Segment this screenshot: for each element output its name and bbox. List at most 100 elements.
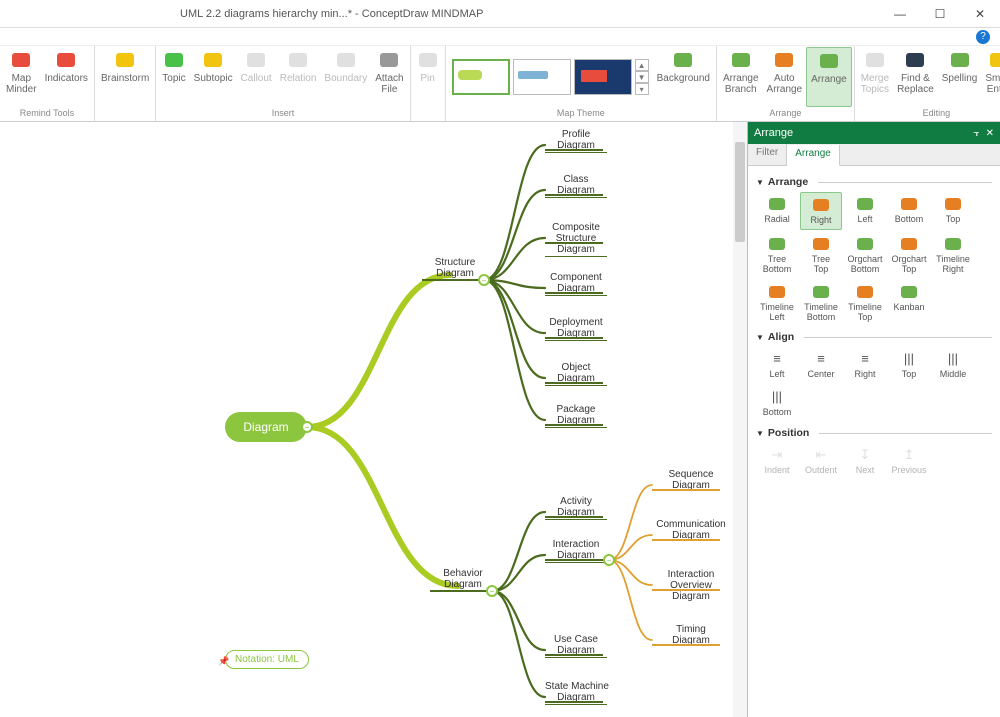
option-timeline-top[interactable]: Timeline Top — [844, 280, 886, 326]
option-orgchart-top[interactable]: Orgchart Top — [888, 232, 930, 278]
indent-icon: ⇥ — [768, 446, 786, 464]
option-tree-bottom[interactable]: Tree Bottom — [756, 232, 798, 278]
auto-arrange-button[interactable]: Auto Arrange — [763, 47, 807, 107]
subtopic-label: Subtopic — [194, 73, 233, 84]
topic-leaf[interactable]: Timing Diagram — [652, 624, 730, 646]
brainstorm-button[interactable]: Brainstorm — [97, 47, 153, 117]
map-minder-button[interactable]: Map Minder — [2, 47, 41, 107]
align-right-label: Right — [854, 370, 875, 380]
theme-expand-icon[interactable]: ▾ — [635, 83, 649, 95]
collapse-interaction-icon[interactable]: − — [603, 554, 615, 566]
find-replace-button[interactable]: Find & Replace — [893, 47, 938, 107]
spelling-button[interactable]: Spelling — [938, 47, 982, 107]
topic-leaf[interactable]: Composite Structure Diagram — [545, 222, 607, 257]
close-panel-icon[interactable]: ✕ — [986, 128, 994, 139]
auto-arrange-label: Auto Arrange — [767, 73, 803, 95]
find-replace-label: Find & Replace — [897, 73, 934, 95]
subtopic-icon — [202, 49, 224, 71]
floating-topic-notation[interactable]: Notation: UML📌 — [225, 650, 309, 669]
option-align-top[interactable]: |||Top — [888, 347, 930, 383]
arrange-branch-button[interactable]: Arrange Branch — [719, 47, 763, 107]
arrange-button[interactable]: Arrange — [806, 47, 852, 107]
option-bottom[interactable]: Bottom — [888, 192, 930, 230]
panel-tabs: FilterArrange — [748, 144, 1000, 166]
panel-tab-arrange[interactable]: Arrange — [787, 145, 840, 166]
maximize-button[interactable]: ☐ — [920, 0, 960, 28]
option-align-right[interactable]: ≡ Right — [844, 347, 886, 383]
option-timeline-bottom[interactable]: Timeline Bottom — [800, 280, 842, 326]
align-left-label: Left — [769, 370, 784, 380]
option-kanban[interactable]: Kanban — [888, 280, 930, 326]
window-title: UML 2.2 diagrams hierarchy min...* - Con… — [180, 8, 483, 20]
pin-button: Pin — [413, 47, 443, 117]
align-center-icon: ≡ — [812, 350, 830, 368]
ribbon-group-label: Editing — [857, 107, 1000, 120]
timeline-right-icon — [944, 235, 962, 253]
option-align-middle[interactable]: |||Middle — [932, 347, 974, 383]
theme-thumb-2[interactable] — [513, 59, 571, 95]
topic-leaf[interactable]: Sequence Diagram — [652, 469, 730, 491]
option-timeline-right[interactable]: Timeline Right — [932, 232, 974, 278]
section-arrange[interactable]: Arrange — [756, 176, 992, 188]
topic-behavior[interactable]: Behavior Diagram — [433, 568, 493, 590]
option-right[interactable]: Right — [800, 192, 842, 230]
bottom-label: Bottom — [895, 215, 924, 225]
ribbon-group-label: Arrange — [719, 107, 852, 120]
boundary-label: Boundary — [324, 73, 367, 84]
option-radial[interactable]: Radial — [756, 192, 798, 230]
ribbon-group-label: Insert — [158, 107, 407, 120]
align-middle-icon: ||| — [944, 350, 962, 368]
theme-down-icon[interactable]: ▼ — [635, 71, 649, 83]
attach-file-icon — [378, 49, 400, 71]
collapse-behavior-icon[interactable]: − — [486, 585, 498, 597]
map-theme-gallery[interactable]: ▲▼▾ — [448, 47, 653, 107]
help-icon[interactable]: ? — [976, 30, 990, 44]
topic-leaf[interactable]: Interaction Overview Diagram — [652, 569, 730, 602]
root-collapse-icon[interactable]: − — [301, 421, 313, 433]
timeline-bottom-icon — [812, 283, 830, 301]
ribbon-group-label: Remind Tools — [2, 107, 92, 120]
attach-file-button[interactable]: Attach File — [371, 47, 407, 107]
topic-button[interactable]: Topic — [158, 47, 189, 107]
topic-leaf[interactable]: Communication Diagram — [652, 519, 730, 541]
right-icon — [812, 196, 830, 214]
theme-up-icon[interactable]: ▲ — [635, 59, 649, 71]
timeline-left-icon — [768, 283, 786, 301]
section-position[interactable]: Position — [756, 427, 992, 439]
vertical-scrollbar[interactable] — [733, 122, 747, 717]
root-topic[interactable]: Diagram — [225, 412, 307, 442]
option-orgchart-bottom[interactable]: Orgchart Bottom — [844, 232, 886, 278]
tree-top-label: Tree Top — [812, 255, 830, 275]
option-top[interactable]: Top — [932, 192, 974, 230]
section-align[interactable]: Align — [756, 331, 992, 343]
orgchart-bottom-icon — [856, 235, 874, 253]
smart-enter-button[interactable]: Smart Enter — [981, 47, 1000, 107]
mindmap-canvas[interactable]: Diagram−Structure Diagram−Profile Diagra… — [0, 122, 747, 717]
pin-panel-icon[interactable]: ⫟ — [974, 128, 980, 139]
close-button[interactable]: ✕ — [960, 0, 1000, 28]
panel-tab-filter[interactable]: Filter — [748, 144, 787, 165]
tree-bottom-icon — [768, 235, 786, 253]
collapse-structure-icon[interactable]: − — [478, 274, 490, 286]
align-right-icon: ≡ — [856, 350, 874, 368]
option-tree-top[interactable]: Tree Top — [800, 232, 842, 278]
relation-button: Relation — [276, 47, 321, 107]
option-left[interactable]: Left — [844, 192, 886, 230]
background-button[interactable]: Background — [653, 47, 714, 107]
option-timeline-left[interactable]: Timeline Left — [756, 280, 798, 326]
option-align-center[interactable]: ≡Center — [800, 347, 842, 383]
top-icon — [944, 195, 962, 213]
tree-top-icon — [812, 235, 830, 253]
subtopic-button[interactable]: Subtopic — [190, 47, 237, 107]
theme-thumb-1[interactable] — [452, 59, 510, 95]
topic-structure[interactable]: Structure Diagram — [425, 257, 485, 279]
option-align-left[interactable]: ≡ Left — [756, 347, 798, 383]
minimize-button[interactable]: — — [880, 0, 920, 28]
option-align-bottom[interactable]: |||Bottom — [756, 385, 798, 421]
align-left-icon: ≡ — [768, 350, 786, 368]
arrange-branch-icon — [730, 49, 752, 71]
theme-thumb-3[interactable] — [574, 59, 632, 95]
align-bottom-label: Bottom — [763, 408, 792, 418]
indicators-button[interactable]: Indicators — [41, 47, 92, 107]
previous-icon: ↥ — [900, 446, 918, 464]
